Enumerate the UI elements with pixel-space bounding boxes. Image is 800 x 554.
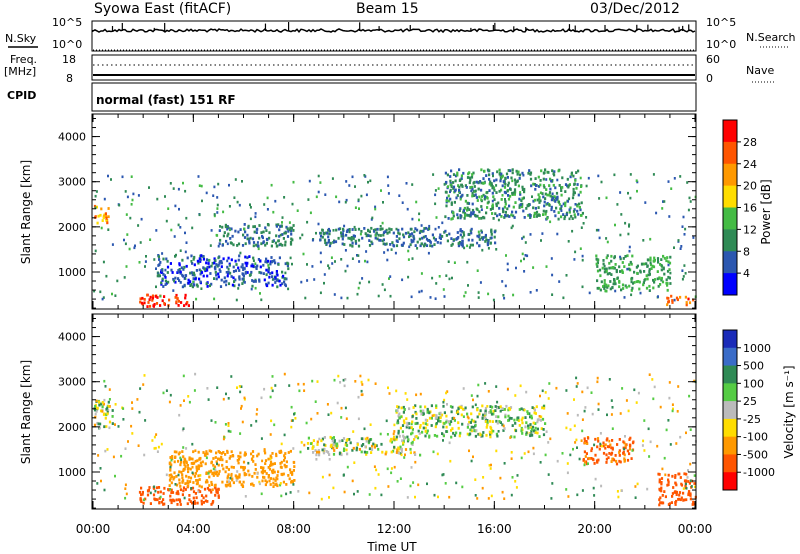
nave-label: Nave (746, 64, 774, 77)
nsearch-label: N.Search (746, 31, 796, 44)
plot-title: Syowa East (fitACF) (94, 1, 231, 17)
nave-tick-bottom: 0 (706, 72, 713, 85)
freq-panel: Freq. [MHz] 18 8 60 0 Nave (4, 53, 776, 85)
velocity-echo-region (657, 472, 697, 507)
velocity-colorbar-swatch (723, 436, 737, 455)
nsearch-tick-top: 10^5 (706, 16, 736, 29)
velocity-ytick-label: 2000 (58, 421, 86, 434)
x-tick-label: 20:00 (577, 522, 612, 536)
freq-unit: [MHz] (4, 65, 36, 78)
x-tick-label: 04:00 (176, 522, 211, 536)
power-ylabel: Slant Range [km] (19, 160, 33, 264)
power-colorbar-label: Power [dB] (759, 179, 773, 244)
x-tick-label: 00:00 (678, 522, 713, 536)
power-colorbar-tick: 12 (743, 223, 757, 236)
nsky-panel: N.Sky 10^5 10^0 10^5 10^0 N.Search (5, 16, 796, 52)
velocity-panel: 1000 2000 3000 4000 Slant Range [km] 00:00 0… (19, 114, 712, 554)
velocity-colorbar-label: Velocity [m s⁻¹] (782, 365, 796, 458)
date-label: 03/Dec/2012 (590, 1, 680, 17)
velocity-ytick-label: 3000 (58, 376, 86, 389)
velocity-colorbar-swatch (723, 330, 737, 349)
power-colorbar-tick: 16 (743, 202, 757, 215)
velocity-echo-region (395, 404, 547, 439)
x-tick-label: 00:00 (76, 522, 111, 536)
velocity-colorbar-swatch (723, 418, 737, 438)
velocity-colorbar-tick: -25 (743, 413, 761, 426)
power-echo-region (156, 254, 290, 289)
power-colorbar-swatch (723, 207, 737, 230)
velocity-echo-region (138, 485, 220, 506)
power-colorbar-swatch (723, 120, 737, 143)
cpid-panel: CPID normal (fast) 151 RF (7, 82, 697, 112)
velocity-colorbar-swatch (723, 472, 737, 491)
power-echo-region (595, 254, 672, 293)
velocity-sparse-echoes (94, 372, 697, 502)
velocity-colorbar-swatch (723, 383, 737, 402)
power-echo-region (218, 223, 295, 248)
power-ytick-label: 3000 (58, 176, 86, 189)
nsky-trace-line (92, 27, 696, 34)
power-colorbar-tick: 20 (743, 180, 757, 193)
freq-tick-bottom: 8 (66, 72, 73, 85)
velocity-colorbar-tick: 25 (743, 395, 757, 408)
power-colorbar-swatch (723, 273, 737, 296)
velocity-colorbar-tick: -500 (743, 448, 768, 461)
power-colorbar-tick: 4 (743, 267, 750, 280)
power-echo-region (666, 294, 695, 307)
velocity-colorbar-swatch (723, 347, 737, 367)
velocity-colorbar-tick: 500 (743, 360, 764, 373)
power-ytick-label: 2000 (58, 221, 86, 234)
freq-label: Freq. (10, 53, 37, 66)
nsearch-tick-bottom: 10^0 (706, 38, 736, 51)
power-colorbar-swatch (723, 229, 737, 252)
power-colorbar-tick: 28 (743, 136, 757, 149)
x-axis-label: Time UT (366, 540, 417, 554)
velocity-ylabel: Slant Range [km] (19, 360, 33, 464)
velocity-echo-region (168, 449, 296, 489)
nsky-label: N.Sky (5, 32, 37, 45)
power-sparse-echoes (93, 173, 697, 302)
power-ytick-label: 4000 (58, 131, 86, 144)
velocity-colorbar: 1000 500 100 25 -25 -100 -500 -1000 Velocity [m… (722, 329, 796, 491)
power-echo-region (444, 168, 584, 221)
power-colorbar: 4 8 12 16 20 24 28 Power [dB] (722, 119, 773, 296)
x-tick-label: 12:00 (377, 522, 412, 536)
velocity-colorbar-swatch (723, 365, 737, 384)
x-tick-label: 16:00 (477, 522, 512, 536)
power-colorbar-swatch (723, 141, 737, 165)
velocity-echo-region (582, 436, 635, 466)
velocity-colorbar-tick: 1000 (743, 342, 771, 355)
power-echo-region (319, 226, 497, 248)
velocity-ytick-label: 4000 (58, 331, 86, 344)
velocity-colorbar-tick: 100 (743, 377, 764, 390)
velocity-colorbar-tick: -100 (743, 431, 768, 444)
cpid-value: normal (fast) 151 RF (96, 93, 236, 107)
x-tick-label: 08:00 (276, 522, 311, 536)
nave-tick-top: 60 (706, 53, 720, 66)
nsky-tick-top: 10^5 (52, 16, 82, 29)
nsky-tick-bottom: 10^0 (52, 38, 82, 51)
velocity-ytick-label: 1000 (58, 466, 86, 479)
beam-label: Beam 15 (356, 1, 419, 17)
power-panel: 1000 2000 3000 4000 Slant Range [km] (19, 113, 697, 310)
power-echo-region (139, 293, 190, 308)
power-colorbar-swatch (723, 251, 737, 274)
velocity-colorbar-tick: -1000 (743, 466, 775, 479)
power-colorbar-swatch (723, 185, 737, 208)
velocity-colorbar-swatch (723, 401, 737, 420)
cpid-label: CPID (7, 89, 36, 102)
velocity-colorbar-swatch (723, 454, 737, 473)
power-colorbar-tick: 8 (743, 245, 750, 258)
power-ytick-label: 1000 (58, 266, 86, 279)
power-colorbar-tick: 24 (743, 158, 757, 171)
power-colorbar-swatch (723, 163, 737, 187)
freq-tick-top: 18 (62, 53, 76, 66)
velocity-echo-region (306, 435, 422, 457)
